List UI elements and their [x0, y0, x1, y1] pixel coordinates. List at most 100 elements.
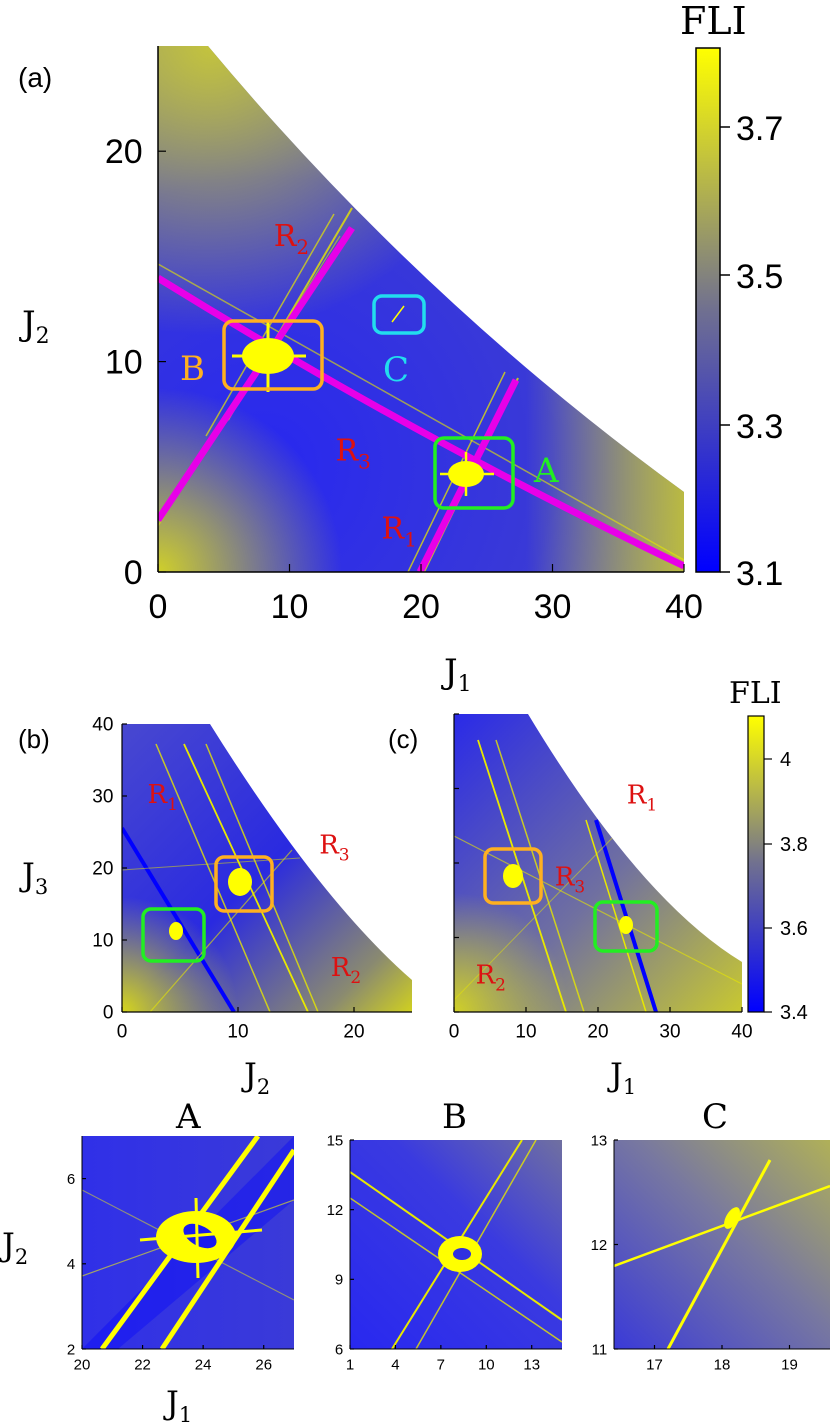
xtick-label: 1 — [346, 1356, 354, 1373]
panel-b-ylabel-sub: 3 — [35, 875, 48, 899]
resonance-label-main: R — [476, 961, 497, 991]
xtick-label: 0 — [149, 588, 168, 626]
panel-b-xlabel-sub: 2 — [257, 1075, 270, 1099]
xtick-label: 20 — [74, 1356, 91, 1373]
resonance-label-sub: 2 — [350, 968, 361, 988]
panel-a-heatmap — [158, 46, 684, 572]
box-b-green — [141, 907, 206, 963]
colorbar-a-tick-0: 3.7 — [736, 110, 783, 148]
colorbar-a: FLI 3.7 3.5 3.3 3.1 — [680, 0, 783, 593]
box-c-green — [593, 900, 659, 953]
resonance-label-sub: 1 — [646, 795, 657, 815]
resonance-label-sub: 1 — [167, 795, 178, 815]
xtick-label: 20 — [587, 1022, 608, 1043]
colorbar-a-tick-3: 3.1 — [736, 555, 783, 593]
panel-a-xlabel: J1 — [441, 652, 472, 697]
resonance-label-sub: 3 — [358, 449, 371, 473]
resonance-label-main: R — [319, 831, 340, 861]
colorbar-a-title: FLI — [680, 0, 747, 43]
panel-a-xlabel-main: J — [441, 652, 458, 692]
ytick-label: 20 — [105, 133, 143, 171]
chaos-blob-b-green — [169, 922, 183, 940]
xtick-label: 4 — [391, 1356, 399, 1373]
colorbar-bc: FLI 4 3.8 3.6 3.4 — [729, 676, 808, 1024]
resonance-label: R2 — [331, 953, 361, 988]
xtick-label: 18 — [714, 1356, 731, 1373]
ytick-label: 30 — [92, 787, 113, 808]
panel-b-label: (b) — [18, 724, 50, 754]
resonance-label: R1 — [382, 511, 417, 551]
xtick-label: 20 — [343, 1022, 364, 1043]
resonance-label: R3 — [555, 862, 585, 897]
resonance-label-main: R — [627, 780, 648, 810]
zoom-b-ticks: 1 4 7 10 13 6 9 12 15 — [327, 1132, 540, 1373]
chaos-blob-c-green — [619, 916, 633, 934]
chaos-blob-b-orange — [228, 868, 252, 896]
panel-c-xlabel-sub: 1 — [623, 1075, 636, 1099]
zoom-c: C 17 18 19 11 12 13 — [591, 1097, 830, 1373]
resonance-label-sub: 2 — [296, 235, 309, 259]
ytick-label: 0 — [103, 1003, 114, 1024]
ytick-label: 15 — [327, 1132, 344, 1149]
panel-c-xlabel: J1 — [607, 1056, 636, 1099]
resonance-label: R3 — [319, 831, 349, 866]
panel-b-ticks: 0 10 20 0 10 20 30 40 — [92, 715, 364, 1043]
zoom-a-title: A — [175, 1097, 201, 1137]
xtick-label: 26 — [255, 1356, 272, 1373]
panel-b-ylabel: J3 — [19, 856, 48, 899]
ytick-label: 4 — [67, 1256, 75, 1273]
xtick-label: 24 — [195, 1356, 212, 1373]
chaos-blob-c-orange — [503, 864, 523, 888]
resonance-label: R2 — [274, 219, 309, 259]
ytick-label: 0 — [124, 554, 143, 592]
ytick-label: 12 — [591, 1237, 608, 1254]
xtick-label: 40 — [731, 1022, 752, 1043]
ytick-label: 40 — [92, 715, 113, 736]
ytick-label: 10 — [105, 344, 143, 382]
panel-b-ylabel-main: J — [19, 856, 35, 894]
xtick-label: 13 — [523, 1356, 540, 1373]
resonance-label: R1 — [627, 780, 657, 815]
panel-a-resonance-labels: R2R 3 R1 — [274, 219, 417, 551]
panel-a-xlabel-sub: 1 — [458, 672, 472, 697]
xtick-label: 10 — [227, 1022, 248, 1043]
resonance-label-sub: 1 — [404, 527, 417, 551]
panel-a-label: (a) — [18, 62, 52, 93]
box-c — [372, 294, 426, 335]
box-b-orange — [214, 855, 274, 913]
chaos-blob-b — [232, 322, 306, 392]
xtick-label: 40 — [665, 588, 703, 626]
resonance-label-sub: 2 — [495, 976, 506, 996]
xtick-label: 17 — [646, 1356, 663, 1373]
ytick-label: 12 — [327, 1202, 344, 1219]
zoom-b-title: B — [442, 1097, 467, 1137]
colorbar-bc-tick-2: 3.6 — [780, 918, 808, 940]
resonance-label-main: R — [274, 219, 298, 254]
zoom-a-xlabel: J1 — [163, 1384, 192, 1424]
resonance-label: R2 — [476, 961, 506, 996]
xtick-label: 30 — [659, 1022, 680, 1043]
colorbar-a-tick-2: 3.3 — [736, 408, 783, 446]
resonance-label-sub: 3 — [574, 877, 585, 897]
box-a — [433, 436, 515, 510]
zoom-a-ylabel: J2 — [0, 1226, 28, 1269]
ytick-label: 20 — [92, 859, 113, 880]
colorbar-bc-tick-1: 3.8 — [780, 834, 808, 856]
panel-a-ticks: 0 10 20 30 40 0 10 20 — [105, 133, 703, 626]
zoom-c-title: C — [702, 1097, 728, 1137]
box-b — [222, 319, 324, 391]
resonance-label-main: R — [148, 780, 169, 810]
zoom-a-ylabel-main: J — [0, 1226, 15, 1264]
panel-a-ylabel-sub: 2 — [36, 324, 50, 349]
resonance-label-main: R — [555, 862, 576, 892]
colorbar-bc-tick-3: 3.4 — [780, 1002, 808, 1024]
xtick-label: 10 — [478, 1356, 495, 1373]
ytick-label: 13 — [591, 1132, 608, 1149]
panel-c-heatmap — [454, 714, 742, 1012]
